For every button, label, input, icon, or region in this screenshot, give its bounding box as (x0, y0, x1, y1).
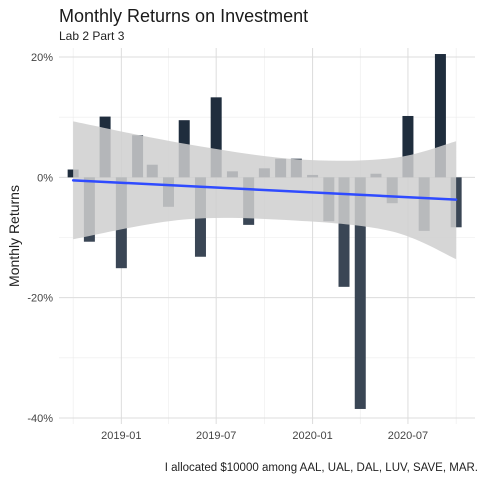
x-tick-label: 2019-01 (101, 430, 141, 442)
y-tick-label: 0% (37, 172, 53, 184)
chart-caption: I allocated $10000 among AAL, UAL, DAL, … (165, 462, 478, 474)
y-axis-title: Monthly Returns (6, 185, 22, 287)
y-tick-label: -20% (27, 293, 53, 305)
y-tick-label: -40% (27, 413, 53, 425)
x-tick-label: 2019-07 (196, 430, 236, 442)
x-tick-label: 2020-07 (388, 430, 428, 442)
x-tick-label: 2020-01 (292, 430, 332, 442)
y-tick-label: 20% (31, 52, 53, 64)
